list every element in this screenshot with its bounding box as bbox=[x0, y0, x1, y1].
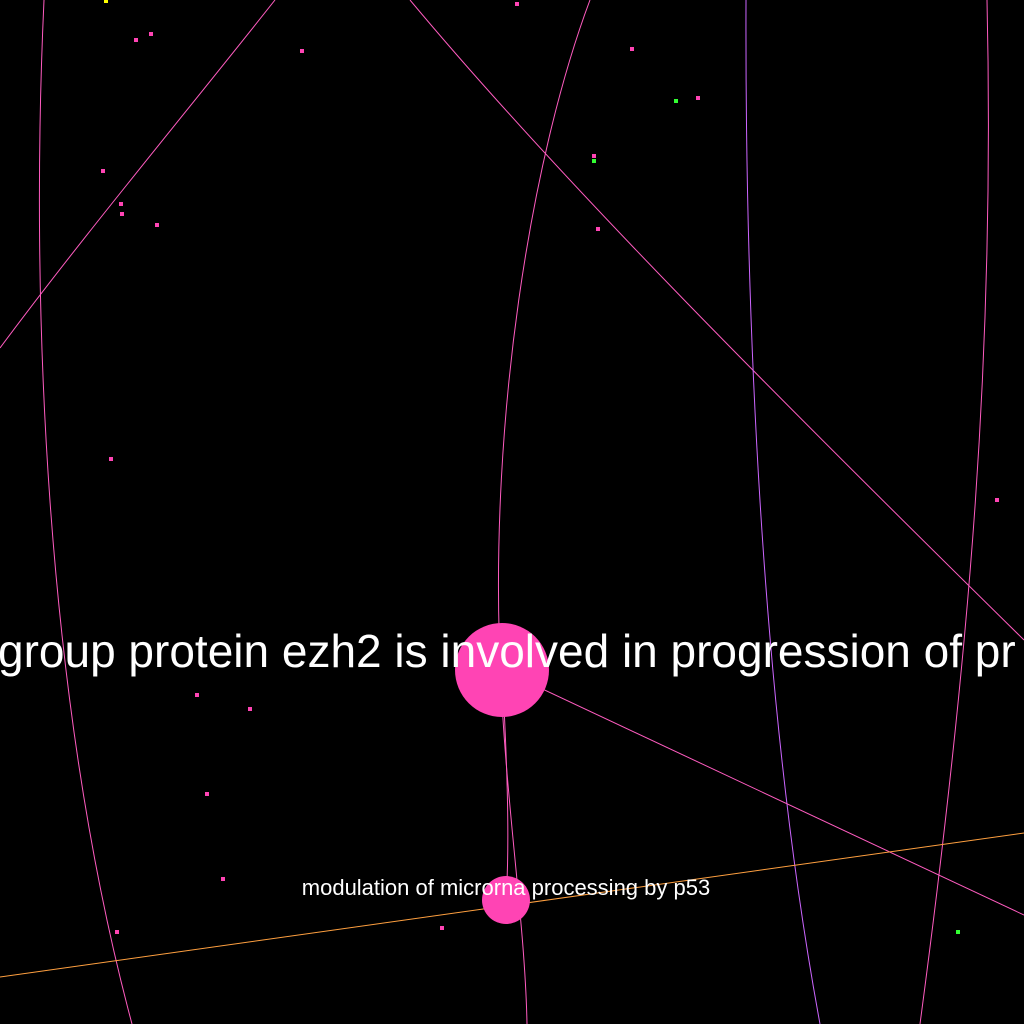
graph-dot[interactable] bbox=[515, 2, 519, 6]
graph-dot[interactable] bbox=[155, 223, 159, 227]
graph-dot[interactable] bbox=[596, 227, 600, 231]
node-layer bbox=[455, 623, 549, 924]
graph-dot[interactable] bbox=[120, 212, 124, 216]
graph-dot[interactable] bbox=[195, 693, 199, 697]
graph-dot[interactable] bbox=[101, 169, 105, 173]
node-label-p53: modulation of microrna processing by p53 bbox=[302, 875, 710, 900]
edge bbox=[745, 0, 821, 1024]
edge bbox=[501, 669, 1024, 916]
graph-dot[interactable] bbox=[674, 99, 678, 103]
graph-dot[interactable] bbox=[995, 498, 999, 502]
graph-dot[interactable] bbox=[205, 792, 209, 796]
node-ezh2[interactable] bbox=[455, 623, 549, 717]
graph-dot[interactable] bbox=[630, 47, 634, 51]
graph-dot[interactable] bbox=[115, 930, 119, 934]
graph-dot[interactable] bbox=[119, 202, 123, 206]
graph-dot[interactable] bbox=[109, 457, 113, 461]
graph-dot[interactable] bbox=[696, 96, 700, 100]
graph-dot[interactable] bbox=[592, 154, 596, 158]
edge bbox=[409, 0, 1024, 641]
label-layer: group protein ezh2 is involved in progre… bbox=[0, 625, 1016, 900]
graph-dot[interactable] bbox=[300, 49, 304, 53]
edge bbox=[0, 0, 276, 349]
edge bbox=[38, 0, 133, 1024]
graph-dot[interactable] bbox=[440, 926, 444, 930]
graph-dot[interactable] bbox=[592, 159, 596, 163]
edge bbox=[919, 0, 989, 1024]
graph-dot[interactable] bbox=[104, 0, 108, 3]
graph-dot[interactable] bbox=[134, 38, 138, 42]
graph-dot[interactable] bbox=[149, 32, 153, 36]
graph-dot[interactable] bbox=[248, 707, 252, 711]
node-p53[interactable] bbox=[482, 876, 530, 924]
graph-dot[interactable] bbox=[221, 877, 225, 881]
dot-layer bbox=[101, 0, 999, 934]
node-label-ezh2: group protein ezh2 is involved in progre… bbox=[0, 625, 1016, 677]
graph-dot[interactable] bbox=[956, 930, 960, 934]
